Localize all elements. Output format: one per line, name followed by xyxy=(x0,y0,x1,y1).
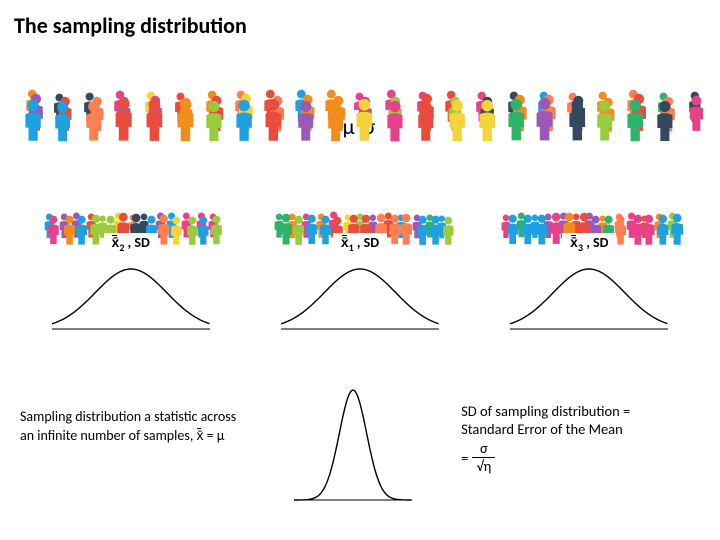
fraction: σ √η xyxy=(472,440,495,476)
fraction-denominator: √η xyxy=(472,458,495,475)
sample-label: x̄2 , SD xyxy=(104,233,158,255)
sample-curve xyxy=(275,259,445,337)
sample-block: x̄1 , SD xyxy=(260,195,460,337)
sample-sd-text: , SD xyxy=(354,234,379,251)
desc-text-post: = μ xyxy=(203,427,224,444)
sample-label: x̄1 , SD xyxy=(333,233,387,255)
sample-block: x̄2 , SD xyxy=(31,195,231,337)
fraction-numerator: σ xyxy=(472,440,495,458)
formula-equation: = σ √η xyxy=(461,440,700,476)
population-crowd-row xyxy=(20,58,700,148)
xbar-symbol: x̄ xyxy=(570,234,578,251)
sample-sd-text: , SD xyxy=(124,234,149,251)
sample-block: x̄3 , SD xyxy=(489,195,689,337)
sample-curve xyxy=(46,259,216,337)
page-title: The sampling distribution xyxy=(14,12,247,39)
formula-line1: SD of sampling distribution = xyxy=(461,402,700,420)
xbar-symbol: x̄ xyxy=(196,427,203,446)
equals-sign: = xyxy=(461,449,468,467)
sampling-dist-description: Sampling distribution a statistic across… xyxy=(20,380,244,446)
samples-row: x̄2 , SD xyxy=(0,195,720,337)
xbar-symbol: x̄ xyxy=(112,234,120,251)
sample-curve xyxy=(504,259,674,337)
xbar-symbol: x̄ xyxy=(341,234,349,251)
population-crowd xyxy=(20,66,700,148)
sampling-dist-curve xyxy=(258,380,447,510)
sample-label: x̄3 , SD xyxy=(562,233,616,255)
formula-line2: Standard Error of the Mean xyxy=(461,420,700,438)
sem-formula: SD of sampling distribution = Standard E… xyxy=(461,380,700,476)
bottom-row: Sampling distribution a statistic across… xyxy=(0,380,720,510)
sample-sd-text: , SD xyxy=(583,234,608,251)
